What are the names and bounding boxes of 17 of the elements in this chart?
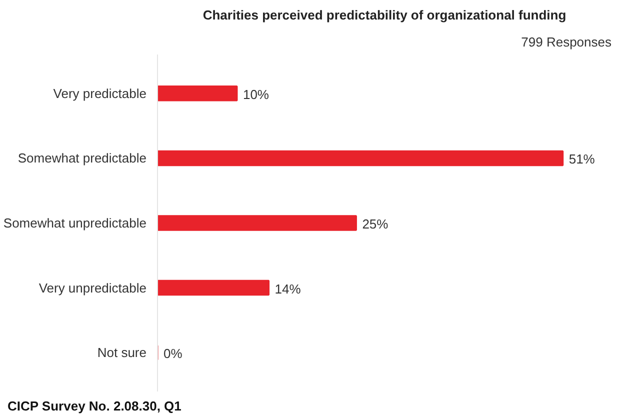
bar	[158, 280, 270, 296]
chart-subtitle: 799 Responses	[521, 34, 612, 50]
y-tick-label: Not sure	[97, 345, 147, 360]
bar	[158, 215, 357, 231]
data-label: 0%	[164, 346, 183, 362]
data-label: 10%	[242, 86, 270, 102]
data-label: 14%	[274, 281, 302, 296]
y-tick-label: Somewhat predictable	[18, 150, 147, 166]
bar	[158, 150, 564, 166]
text: CICP Survey No. 2.08.30, Q1	[8, 398, 182, 414]
bar	[158, 86, 238, 102]
data-label: 25%	[362, 216, 389, 232]
y-tick-label: Very unpredictable	[38, 280, 147, 296]
y-tick-label: Very predictable	[53, 86, 147, 101]
data-label: 51%	[568, 152, 596, 167]
y-tick-label: Somewhat unpredictable	[3, 216, 147, 230]
chart-title: Charities perceived predictability of organizational funding	[202, 8, 566, 22]
